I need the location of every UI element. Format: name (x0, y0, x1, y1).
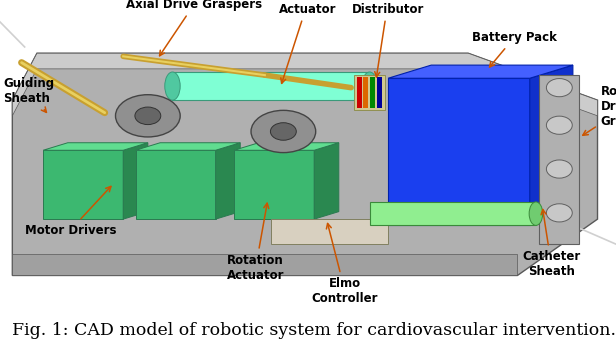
Text: Elmo
Controller: Elmo Controller (312, 223, 378, 305)
Ellipse shape (529, 202, 543, 225)
Polygon shape (172, 72, 370, 100)
Polygon shape (363, 77, 368, 108)
Polygon shape (43, 143, 148, 150)
Ellipse shape (251, 110, 316, 153)
Text: Guiding
Sheath: Guiding Sheath (3, 77, 54, 112)
Polygon shape (388, 65, 573, 78)
Ellipse shape (546, 160, 572, 178)
Polygon shape (357, 77, 362, 108)
Polygon shape (136, 143, 240, 150)
Polygon shape (234, 150, 314, 219)
Text: Fig. 1: CAD model of robotic system for cardiovascular intervention.: Fig. 1: CAD model of robotic system for … (12, 323, 616, 339)
Polygon shape (539, 75, 579, 244)
Ellipse shape (270, 123, 296, 140)
Polygon shape (354, 75, 385, 110)
Text: Catheter
Sheath: Catheter Sheath (522, 209, 580, 278)
Polygon shape (271, 219, 388, 244)
Text: Rotary
Drive
Grasper: Rotary Drive Grasper (583, 85, 616, 135)
Polygon shape (370, 77, 375, 108)
Polygon shape (314, 143, 339, 219)
Polygon shape (388, 78, 530, 225)
Text: Rotation
Actuator: Rotation Actuator (227, 203, 285, 282)
Ellipse shape (546, 204, 572, 222)
Polygon shape (12, 53, 598, 276)
Ellipse shape (165, 72, 180, 100)
Polygon shape (12, 53, 598, 116)
Text: Battery Pack: Battery Pack (472, 31, 557, 67)
Polygon shape (123, 143, 148, 219)
Text: Motor Drivers: Motor Drivers (25, 186, 116, 237)
Ellipse shape (362, 72, 377, 100)
Text: Power
Distributor: Power Distributor (352, 0, 424, 77)
Polygon shape (216, 143, 240, 219)
Ellipse shape (135, 107, 161, 124)
Ellipse shape (116, 95, 180, 137)
Polygon shape (43, 150, 123, 219)
Polygon shape (12, 254, 517, 276)
Polygon shape (377, 77, 382, 108)
Text: Translation
Actuator: Translation Actuator (271, 0, 345, 83)
Polygon shape (136, 150, 216, 219)
Polygon shape (234, 143, 339, 150)
Polygon shape (370, 202, 536, 225)
Text: Axial Drive Graspers: Axial Drive Graspers (126, 0, 262, 56)
Polygon shape (530, 65, 573, 225)
Ellipse shape (546, 116, 572, 134)
Ellipse shape (546, 79, 572, 97)
